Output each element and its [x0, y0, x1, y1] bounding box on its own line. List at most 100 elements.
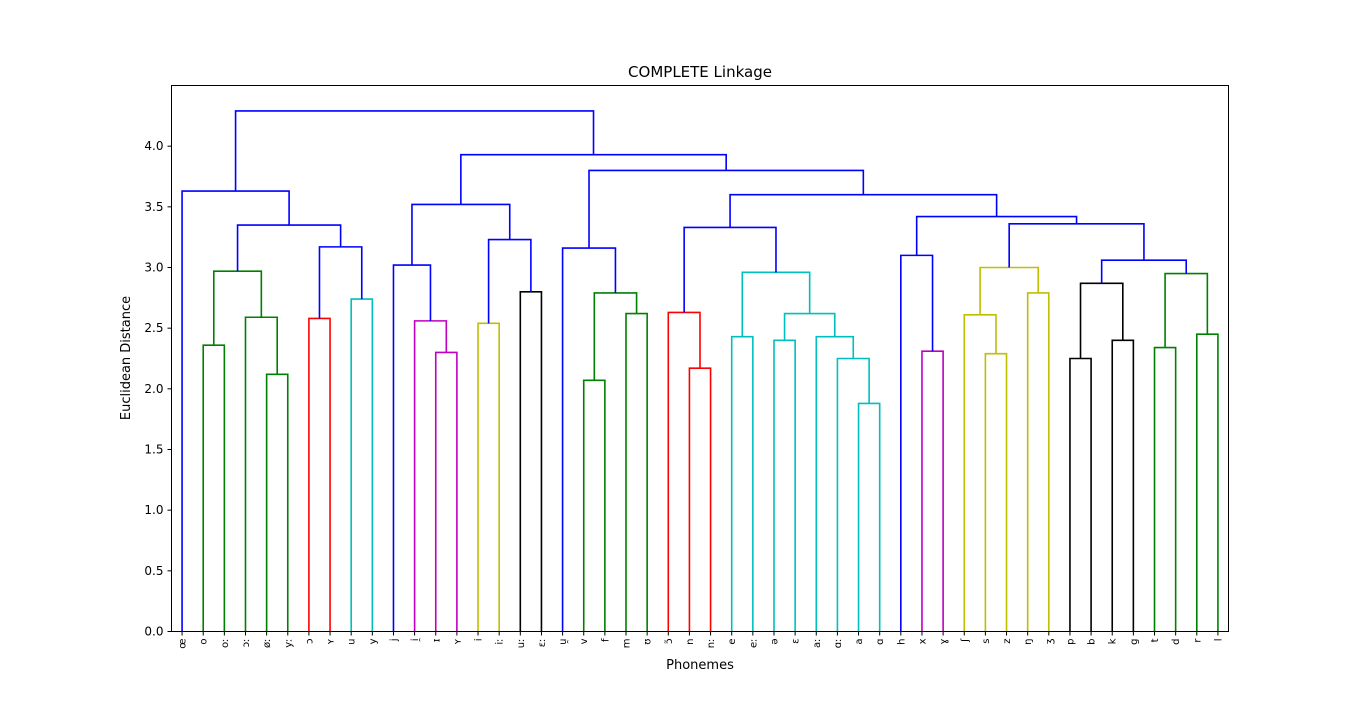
dendrogram-link [477, 322, 500, 632]
dendrogram-link [519, 290, 543, 632]
dendrogram-link [688, 367, 712, 632]
dendrogram-link [244, 316, 278, 632]
leaf-label: g [1129, 639, 1140, 645]
dendrogram-link [181, 190, 290, 632]
leaf-label: ʒ [1044, 638, 1055, 644]
leaf-label: nː [706, 639, 717, 649]
y-tick-label: 2.5 [144, 321, 163, 335]
leaf-label: eː [748, 639, 759, 649]
leaf-label: m [622, 639, 633, 649]
dendrogram-link [836, 357, 870, 632]
dendrogram-link [392, 264, 432, 632]
leaf-label: i [474, 639, 485, 642]
dendrogram-link [741, 271, 811, 337]
dendrogram-link [561, 247, 617, 632]
dendrogram-link [202, 344, 226, 632]
leaf-label: iː [495, 639, 506, 645]
y-tick-label: 1.0 [144, 503, 163, 517]
leaf-label: ɛ [791, 639, 802, 644]
dendrogram-link [1079, 282, 1124, 359]
leaf-label: ɔ [304, 639, 315, 645]
y-tick-label: 0.5 [144, 564, 163, 578]
dendrogram-link [1069, 357, 1092, 632]
leaf-label: ɑ [875, 639, 886, 645]
leaf-label: øː [262, 639, 273, 649]
leaf-label: ʃ [960, 638, 971, 643]
dendrogram-link [783, 312, 836, 341]
leaf-label: ʏ [326, 639, 337, 645]
dendrogram-link [460, 153, 727, 205]
leaf-label: o [199, 639, 210, 645]
dendrogram-link [411, 203, 511, 266]
leaf-label: ɑː [833, 639, 844, 649]
dendrogram-link [582, 379, 606, 632]
leaf-label: ʊ [643, 639, 654, 645]
y-tick-label: 1.5 [144, 443, 163, 457]
leaf-label: a [854, 639, 865, 645]
dendrogram-link [773, 339, 796, 632]
y-tick-label: 0.0 [144, 625, 163, 639]
leaf-label: ɪ [431, 638, 442, 642]
leaf-label: e [727, 639, 738, 645]
dendrogram-link [1195, 333, 1219, 632]
leaf-label: ɣ [939, 638, 950, 644]
leaf-label: t [1150, 638, 1161, 642]
dendrogram-link [729, 193, 998, 228]
dendrogram-link [915, 215, 1078, 256]
leaf-label: ɔ̃ [663, 639, 675, 645]
leaf-label: ɛː [537, 639, 548, 648]
leaf-label: uː [516, 639, 527, 649]
dendrogram-link [963, 314, 997, 632]
y-tick-label: 2.0 [144, 382, 163, 396]
chart-title: COMPLETE Linkage [628, 63, 772, 81]
dendrogram-link [212, 270, 263, 346]
leaf-label: v [579, 638, 590, 644]
leaf-label: r [1192, 638, 1203, 643]
dendrogram-link [487, 238, 532, 324]
leaf-label: s [981, 639, 992, 644]
dendrogram-link [236, 224, 342, 272]
y-tick-label: 3.0 [144, 261, 163, 275]
leaf-label: k [1108, 638, 1119, 644]
dendrogram-link [730, 335, 754, 632]
dendrogram-link [683, 226, 777, 313]
dendrogram-links [181, 110, 1219, 632]
y-axis-ticks: 0.0 0.5 1.0 1.5 2.0 2.5 3.0 3.5 4.0 [144, 139, 172, 639]
dendrogram-link [1111, 339, 1135, 632]
leaf-label: ʏ [452, 639, 463, 645]
leaf-label: u̯ [558, 639, 569, 645]
leaf-label: i̯ [410, 638, 421, 642]
leaf-label: oː [220, 639, 231, 649]
x-axis-label: Phonemes [666, 658, 734, 673]
leaf-label: y [368, 638, 379, 644]
dendrogram-link [815, 335, 855, 632]
leaf-label: n [685, 639, 696, 645]
leaf-label: h [896, 639, 907, 645]
dendrogram-link [593, 292, 638, 381]
x-axis-leaf-labels: œ o oː ɔː øː yː ɔ ʏ u y j i̯ ɪ ʏ i iː uː ɛː u̯ v f m ʊ ɔ̃ n nː e eː… [178, 631, 1224, 649]
leaf-label: aː [812, 639, 823, 649]
leaf-label: l [1213, 639, 1224, 642]
leaf-label: z [1002, 639, 1013, 644]
leaf-label: ə [769, 639, 780, 645]
plot-frame [171, 85, 1229, 632]
dendrogram-link [265, 373, 289, 632]
leaf-label: œ [178, 639, 189, 649]
dendrogram-link [984, 352, 1008, 632]
leaf-label: ɔː [241, 639, 252, 648]
leaf-label: d [1171, 639, 1182, 645]
dendrogram-link [234, 110, 595, 192]
dendrogram-link [308, 317, 331, 632]
dendrogram-link [667, 311, 701, 632]
leaf-label: x [917, 638, 928, 644]
leaf-label: u [347, 639, 358, 645]
dendrogram-link [350, 298, 374, 632]
dendrogram-link [1100, 259, 1188, 284]
dendrogram-link [921, 350, 944, 632]
y-tick-label: 3.5 [144, 200, 163, 214]
dendrogram-link [434, 351, 458, 632]
leaf-label: f [600, 638, 611, 642]
y-axis-label: Euclidean Distance [119, 296, 134, 420]
leaf-label: j [389, 639, 400, 643]
